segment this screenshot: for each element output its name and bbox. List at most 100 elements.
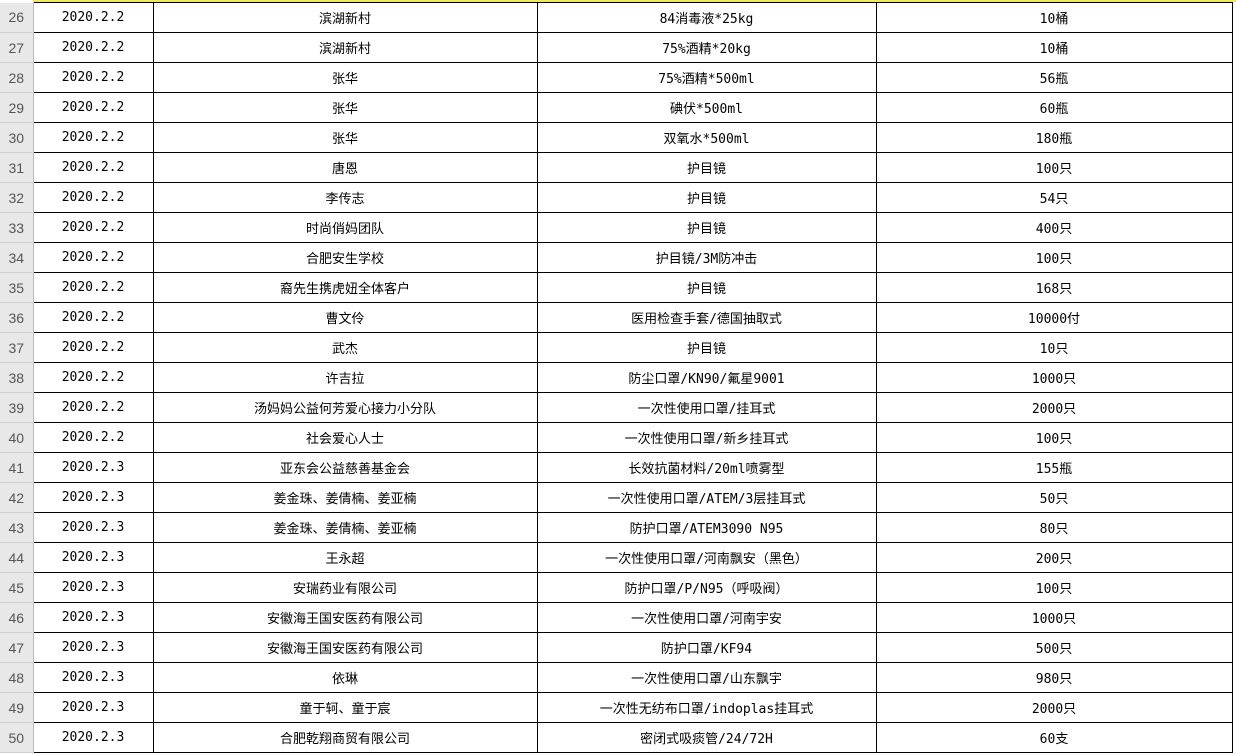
row-header[interactable]: 33 — [0, 212, 34, 243]
row-header[interactable]: 32 — [0, 182, 34, 213]
cell-date[interactable]: 2020.2.2 — [32, 62, 154, 93]
cell-date[interactable]: 2020.2.3 — [32, 722, 154, 753]
cell-donor[interactable]: 安瑞药业有限公司 — [152, 572, 538, 603]
cell-donor[interactable]: 亚东会公益慈善基金会 — [152, 452, 538, 483]
cell-quantity[interactable]: 60支 — [875, 722, 1233, 753]
cell-quantity[interactable]: 10只 — [875, 332, 1233, 363]
cell-item[interactable]: 护目镜 — [536, 272, 877, 303]
row-header[interactable]: 44 — [0, 542, 34, 573]
row-header[interactable]: 39 — [0, 392, 34, 423]
row-header[interactable]: 36 — [0, 302, 34, 333]
cell-item[interactable]: 一次性无纺布口罩/indoplas挂耳式 — [536, 692, 877, 723]
cell-donor[interactable]: 张华 — [152, 62, 538, 93]
cell-donor[interactable]: 滨湖新村 — [152, 32, 538, 63]
cell-date[interactable]: 2020.2.2 — [32, 212, 154, 243]
cell-donor[interactable]: 姜金珠、姜倩楠、姜亚楠 — [152, 482, 538, 513]
cell-item[interactable]: 护目镜 — [536, 152, 877, 183]
cell-quantity[interactable]: 54只 — [875, 182, 1233, 213]
cell-donor[interactable]: 武杰 — [152, 332, 538, 363]
cell-quantity[interactable]: 400只 — [875, 212, 1233, 243]
cell-quantity[interactable]: 80只 — [875, 512, 1233, 543]
cell-donor[interactable]: 王永超 — [152, 542, 538, 573]
cell-quantity[interactable]: 2000只 — [875, 392, 1233, 423]
row-header[interactable]: 35 — [0, 272, 34, 303]
cell-donor[interactable]: 依琳 — [152, 662, 538, 693]
row-header[interactable]: 28 — [0, 62, 34, 93]
cell-item[interactable]: 长效抗菌材料/20ml喷雾型 — [536, 452, 877, 483]
cell-item[interactable]: 护目镜 — [536, 332, 877, 363]
cell-quantity[interactable]: 10桶 — [875, 32, 1233, 63]
cell-donor[interactable]: 时尚俏妈团队 — [152, 212, 538, 243]
row-header[interactable]: 40 — [0, 422, 34, 453]
cell-donor[interactable]: 李传志 — [152, 182, 538, 213]
row-header[interactable]: 41 — [0, 452, 34, 483]
cell-item[interactable]: 密闭式吸痰管/24/72H — [536, 722, 877, 753]
cell-item[interactable]: 护目镜 — [536, 182, 877, 213]
cell-date[interactable]: 2020.2.3 — [32, 542, 154, 573]
cell-item[interactable]: 84消毒液*25kg — [536, 2, 877, 33]
row-header[interactable]: 26 — [0, 2, 34, 33]
cell-quantity[interactable]: 100只 — [875, 422, 1233, 453]
cell-donor[interactable]: 合肥安生学校 — [152, 242, 538, 273]
cell-donor[interactable]: 许吉拉 — [152, 362, 538, 393]
cell-quantity[interactable]: 56瓶 — [875, 62, 1233, 93]
cell-donor[interactable]: 童于轲、童于宸 — [152, 692, 538, 723]
cell-item[interactable]: 一次性使用口罩/河南飘安（黑色） — [536, 542, 877, 573]
cell-quantity[interactable]: 500只 — [875, 632, 1233, 663]
cell-date[interactable]: 2020.2.2 — [32, 392, 154, 423]
cell-date[interactable]: 2020.2.3 — [32, 572, 154, 603]
cell-date[interactable]: 2020.2.2 — [32, 122, 154, 153]
row-header[interactable]: 43 — [0, 512, 34, 543]
cell-quantity[interactable]: 1000只 — [875, 362, 1233, 393]
cell-donor[interactable]: 汤妈妈公益何芳爱心接力小分队 — [152, 392, 538, 423]
cell-quantity[interactable]: 10桶 — [875, 2, 1233, 33]
cell-item[interactable]: 一次性使用口罩/山东飘宇 — [536, 662, 877, 693]
cell-item[interactable]: 一次性使用口罩/新乡挂耳式 — [536, 422, 877, 453]
cell-quantity[interactable]: 100只 — [875, 152, 1233, 183]
cell-date[interactable]: 2020.2.3 — [32, 482, 154, 513]
cell-item[interactable]: 一次性使用口罩/ATEM/3层挂耳式 — [536, 482, 877, 513]
cell-donor[interactable]: 张华 — [152, 92, 538, 123]
cell-date[interactable]: 2020.2.2 — [32, 302, 154, 333]
cell-quantity[interactable]: 60瓶 — [875, 92, 1233, 123]
cell-donor[interactable]: 安徽海王国安医药有限公司 — [152, 602, 538, 633]
cell-donor[interactable]: 张华 — [152, 122, 538, 153]
cell-quantity[interactable]: 200只 — [875, 542, 1233, 573]
row-header[interactable]: 38 — [0, 362, 34, 393]
cell-item[interactable]: 碘伏*500ml — [536, 92, 877, 123]
cell-donor[interactable]: 安徽海王国安医药有限公司 — [152, 632, 538, 663]
row-header[interactable]: 48 — [0, 662, 34, 693]
cell-quantity[interactable]: 1000只 — [875, 602, 1233, 633]
row-header[interactable]: 30 — [0, 122, 34, 153]
row-header[interactable]: 47 — [0, 632, 34, 663]
cell-date[interactable]: 2020.2.2 — [32, 332, 154, 363]
cell-donor[interactable]: 唐恩 — [152, 152, 538, 183]
row-header[interactable]: 42 — [0, 482, 34, 513]
cell-date[interactable]: 2020.2.2 — [32, 422, 154, 453]
cell-quantity[interactable]: 50只 — [875, 482, 1233, 513]
cell-donor[interactable]: 滨湖新村 — [152, 2, 538, 33]
cell-item[interactable]: 防护口罩/P/N95（呼吸阀） — [536, 572, 877, 603]
cell-item[interactable]: 75%酒精*500ml — [536, 62, 877, 93]
row-header[interactable]: 46 — [0, 602, 34, 633]
cell-date[interactable]: 2020.2.2 — [32, 32, 154, 63]
cell-date[interactable]: 2020.2.2 — [32, 242, 154, 273]
cell-item[interactable]: 双氧水*500ml — [536, 122, 877, 153]
row-header[interactable]: 37 — [0, 332, 34, 363]
cell-item[interactable]: 护目镜 — [536, 212, 877, 243]
cell-item[interactable]: 一次性使用口罩/挂耳式 — [536, 392, 877, 423]
cell-date[interactable]: 2020.2.3 — [32, 662, 154, 693]
cell-quantity[interactable]: 100只 — [875, 242, 1233, 273]
cell-donor[interactable]: 曹文伶 — [152, 302, 538, 333]
cell-date[interactable]: 2020.2.3 — [32, 452, 154, 483]
cell-item[interactable]: 75%酒精*20kg — [536, 32, 877, 63]
cell-item[interactable]: 一次性使用口罩/河南宇安 — [536, 602, 877, 633]
cell-donor[interactable]: 合肥乾翔商贸有限公司 — [152, 722, 538, 753]
cell-date[interactable]: 2020.2.2 — [32, 92, 154, 123]
cell-donor[interactable]: 裔先生携虎妞全体客户 — [152, 272, 538, 303]
row-header[interactable]: 50 — [0, 722, 34, 753]
cell-quantity[interactable]: 100只 — [875, 572, 1233, 603]
cell-date[interactable]: 2020.2.2 — [32, 182, 154, 213]
cell-quantity[interactable]: 168只 — [875, 272, 1233, 303]
cell-item[interactable]: 防尘口罩/KN90/氟星9001 — [536, 362, 877, 393]
